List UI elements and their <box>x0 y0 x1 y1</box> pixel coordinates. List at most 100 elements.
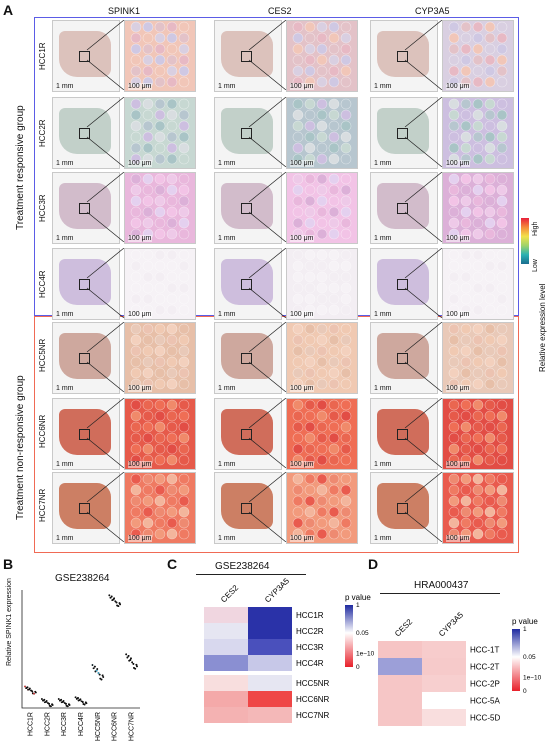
nonresponsive-group-label: Treatment non-responsive group <box>15 375 26 520</box>
expression-point <box>96 668 99 670</box>
zoom-region-marker <box>397 51 408 62</box>
tissue-section <box>377 333 429 379</box>
spot <box>340 260 352 272</box>
spot-grid <box>448 173 508 240</box>
spot <box>460 345 472 357</box>
spot <box>328 293 340 305</box>
spot <box>292 323 304 335</box>
spot <box>460 323 472 335</box>
spot <box>328 271 340 283</box>
spot <box>178 293 190 305</box>
spot <box>142 282 154 294</box>
spot <box>304 345 316 357</box>
spot <box>304 65 316 77</box>
spot-grid <box>448 399 508 466</box>
spot-grid <box>448 473 508 540</box>
spot <box>448 21 460 33</box>
zoom-connector <box>404 398 443 468</box>
spot <box>448 323 460 335</box>
pvalue-colorbar <box>345 605 353 667</box>
spot <box>496 21 508 33</box>
spot <box>472 109 484 121</box>
spot <box>142 120 154 132</box>
sample-label: HCC3R <box>38 194 47 222</box>
spot <box>154 98 166 110</box>
spot <box>328 21 340 33</box>
spot <box>166 120 178 132</box>
spot <box>142 43 154 55</box>
whole-scalebar-label: 1 mm <box>218 235 236 242</box>
tissue-section <box>59 183 111 229</box>
tissue-section <box>221 31 273 77</box>
spot <box>328 345 340 357</box>
heatmap-cell <box>204 639 248 655</box>
spot <box>484 120 496 132</box>
spot <box>340 76 352 88</box>
spot <box>316 399 328 411</box>
panel-b-tick-label: HCC4R <box>78 712 85 736</box>
spot <box>328 334 340 346</box>
spot <box>448 54 460 66</box>
legend-tick-label: 0 <box>523 688 527 695</box>
spot <box>304 217 316 229</box>
spot <box>484 173 496 185</box>
whole-scalebar-label: 1 mm <box>374 311 392 318</box>
spot <box>484 131 496 143</box>
spot <box>292 432 304 444</box>
spot <box>292 21 304 33</box>
spot <box>154 282 166 294</box>
spot <box>448 432 460 444</box>
spot <box>178 54 190 66</box>
spot <box>166 142 178 154</box>
spot <box>178 217 190 229</box>
spot <box>328 367 340 379</box>
spot <box>142 271 154 283</box>
spot <box>340 142 352 154</box>
spot <box>130 109 142 121</box>
spot <box>472 173 484 185</box>
spot <box>130 54 142 66</box>
spot-grid <box>292 249 352 316</box>
spot <box>496 421 508 433</box>
spot <box>484 304 496 316</box>
spot <box>166 195 178 207</box>
spot <box>154 131 166 143</box>
spot <box>484 378 496 390</box>
spot <box>484 367 496 379</box>
expression-point <box>136 665 138 668</box>
spot <box>316 334 328 346</box>
spot <box>154 432 166 444</box>
zoomed-spot-image: 100 μm <box>286 172 358 244</box>
spot <box>304 173 316 185</box>
spot <box>130 495 142 507</box>
spot <box>496 184 508 196</box>
tissue-section <box>221 409 273 455</box>
spot <box>340 217 352 229</box>
spot <box>340 184 352 196</box>
expression-point <box>33 692 35 695</box>
spot <box>304 32 316 44</box>
spot <box>316 443 328 455</box>
spot <box>340 367 352 379</box>
expression-point <box>24 685 26 688</box>
spot <box>130 206 142 218</box>
spot <box>316 378 328 390</box>
spot <box>178 282 190 294</box>
zoomed-spot-image: 100 μm <box>442 20 514 92</box>
spot <box>130 43 142 55</box>
spot <box>472 260 484 272</box>
tissue-section <box>59 409 111 455</box>
spot <box>166 432 178 444</box>
spot <box>472 184 484 196</box>
spot <box>292 54 304 66</box>
spot <box>448 109 460 121</box>
heatmap-column-label: CYP3A5 <box>263 576 291 604</box>
spot <box>484 293 496 305</box>
zoom-region-marker <box>79 279 90 290</box>
spot <box>448 131 460 143</box>
spot <box>340 484 352 496</box>
spot <box>496 304 508 316</box>
heatmap-cell <box>204 707 248 723</box>
spot <box>130 345 142 357</box>
spot <box>130 217 142 229</box>
